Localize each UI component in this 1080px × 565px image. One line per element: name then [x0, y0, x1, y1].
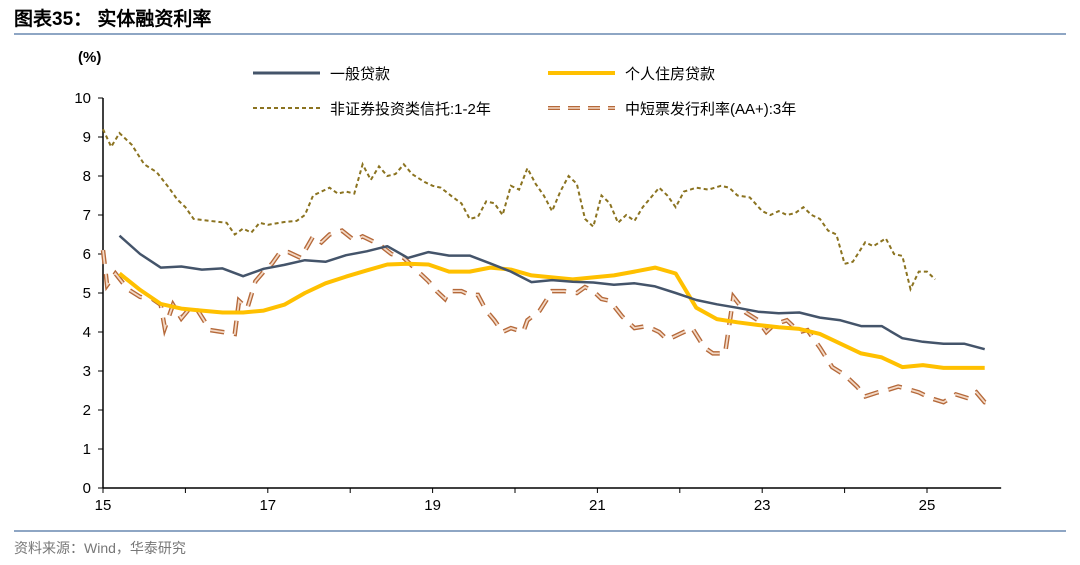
x-tick-label: 19 [424, 497, 441, 514]
y-axis-unit-label: (%) [78, 49, 101, 66]
y-tick-label: 7 [83, 207, 91, 224]
y-tick-label: 0 [83, 480, 91, 497]
legend-label-cp: 中短票发行利率(AA+):3年 [625, 101, 796, 118]
y-tick-label: 5 [83, 285, 91, 302]
x-tick-label: 25 [919, 497, 936, 514]
series-line-cp-inner [102, 229, 994, 405]
legend: 一般贷款 个人住房贷款 非证券投资类信托:1-2年 中短票发行利率(AA+):3… [253, 66, 796, 118]
x-tick-label: 17 [259, 497, 276, 514]
y-tick-label: 4 [83, 324, 91, 341]
x-tick-label: 21 [589, 497, 606, 514]
y-tick-label: 8 [83, 168, 91, 185]
y-tick-label: 3 [83, 363, 91, 380]
legend-label-trust: 非证券投资类信托:1-2年 [330, 101, 491, 118]
series-line-trust [102, 128, 936, 293]
series-line-general-loan [118, 234, 986, 351]
legend-label-mortgage: 个人住房贷款 [625, 66, 715, 83]
series-line-cp [100, 228, 994, 407]
series-line-mortgage [118, 261, 985, 370]
y-tick-label: 6 [83, 246, 91, 263]
y-tick-label: 1 [83, 441, 91, 458]
source-note: 资料来源：Wind，华泰研究 [14, 540, 186, 556]
y-tick-label: 2 [83, 402, 91, 419]
y-tick-label: 9 [83, 129, 91, 146]
legend-label-general-loan: 一般贷款 [330, 66, 390, 83]
y-tick-label: 10 [74, 90, 91, 107]
chart-title: 图表35： 实体融资利率 [14, 7, 211, 30]
x-tick-label: 23 [754, 497, 771, 514]
x-tick-label: 15 [95, 497, 112, 514]
